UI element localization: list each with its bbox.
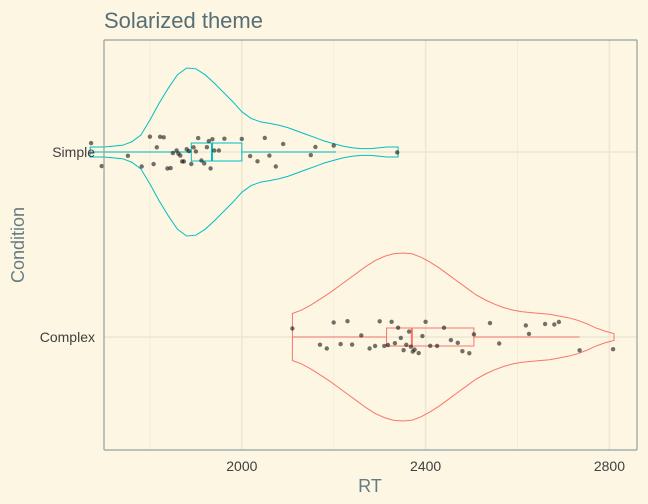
data-point bbox=[273, 164, 278, 169]
data-point bbox=[395, 150, 400, 155]
data-point bbox=[416, 350, 421, 356]
data-point bbox=[281, 141, 286, 147]
data-point bbox=[193, 149, 199, 154]
data-point bbox=[262, 135, 267, 141]
data-point bbox=[181, 159, 187, 164]
data-point bbox=[147, 134, 153, 139]
x-tick-label: 2400 bbox=[410, 458, 441, 474]
data-point bbox=[389, 319, 394, 324]
x-tick-label: 2800 bbox=[594, 458, 625, 474]
data-point bbox=[523, 323, 528, 328]
data-point bbox=[317, 342, 323, 347]
data-point bbox=[189, 161, 194, 167]
data-point bbox=[460, 349, 465, 354]
data-point bbox=[212, 148, 217, 153]
data-point bbox=[382, 343, 387, 349]
data-point bbox=[398, 335, 403, 341]
data-point bbox=[151, 161, 156, 167]
data-point bbox=[401, 348, 406, 353]
data-point bbox=[222, 136, 227, 141]
data-point bbox=[448, 337, 454, 343]
data-point bbox=[157, 134, 163, 139]
data-point bbox=[406, 329, 412, 334]
data-point bbox=[359, 333, 364, 338]
data-point bbox=[174, 148, 179, 153]
x-tick-labels: 2000 2400 2800 bbox=[226, 458, 625, 474]
data-point bbox=[392, 341, 398, 346]
data-point bbox=[552, 322, 557, 327]
data-point bbox=[331, 320, 336, 325]
data-point bbox=[154, 145, 159, 150]
data-point bbox=[196, 135, 201, 141]
data-point bbox=[210, 137, 215, 142]
data-point bbox=[408, 344, 414, 349]
violins bbox=[89, 67, 615, 422]
data-point bbox=[385, 342, 391, 348]
y-tick-labels: Simple Complex bbox=[40, 144, 95, 345]
data-point bbox=[267, 153, 272, 158]
data-point bbox=[577, 348, 582, 353]
x-tick-label: 2000 bbox=[226, 458, 257, 474]
data-point bbox=[420, 333, 425, 339]
data-point bbox=[125, 153, 131, 158]
data-point bbox=[139, 164, 144, 169]
data-point bbox=[178, 153, 183, 158]
data-point bbox=[308, 152, 313, 158]
data-point bbox=[526, 331, 532, 337]
data-point bbox=[404, 342, 409, 347]
y-axis-title: Condition bbox=[8, 207, 28, 283]
data-point bbox=[331, 143, 336, 148]
data-point bbox=[170, 150, 176, 156]
chart-title: Solarized theme bbox=[104, 8, 263, 33]
data-point bbox=[208, 166, 213, 171]
data-point bbox=[165, 166, 170, 171]
data-point bbox=[186, 148, 192, 154]
data-point bbox=[168, 165, 173, 171]
data-point bbox=[455, 340, 460, 345]
violin-simple bbox=[89, 67, 399, 237]
data-point bbox=[412, 347, 417, 352]
data-point bbox=[255, 159, 260, 164]
data-point bbox=[372, 343, 378, 349]
data-point bbox=[542, 321, 548, 327]
data-point bbox=[345, 319, 350, 324]
data-point bbox=[467, 351, 472, 356]
data-point bbox=[423, 319, 428, 324]
data-point bbox=[191, 145, 196, 150]
data-point bbox=[428, 343, 433, 348]
data-point bbox=[338, 341, 343, 347]
data-point bbox=[395, 325, 401, 330]
data-point bbox=[471, 332, 477, 337]
data-point bbox=[324, 346, 329, 351]
data-point bbox=[247, 153, 253, 159]
data-point bbox=[434, 343, 440, 349]
data-point bbox=[88, 140, 94, 146]
data-point bbox=[349, 342, 355, 347]
y-tick-label: Complex bbox=[40, 329, 95, 345]
data-point bbox=[239, 136, 244, 142]
x-axis-title: RT bbox=[358, 476, 382, 496]
data-point bbox=[610, 347, 616, 352]
data-point bbox=[204, 145, 210, 150]
data-point bbox=[206, 138, 211, 144]
data-point bbox=[441, 325, 447, 330]
data-point bbox=[199, 158, 204, 163]
data-point bbox=[161, 135, 166, 140]
box-iqr bbox=[190, 142, 243, 162]
y-tick-label: Simple bbox=[52, 144, 95, 160]
gridlines bbox=[104, 40, 637, 450]
data-point bbox=[313, 144, 318, 150]
data-point bbox=[367, 346, 372, 351]
data-point bbox=[202, 161, 207, 166]
jitter-points bbox=[88, 134, 616, 356]
violin-complex bbox=[291, 252, 615, 422]
data-point bbox=[497, 341, 502, 346]
data-point bbox=[377, 319, 382, 324]
data-point bbox=[487, 320, 493, 326]
data-point bbox=[99, 163, 104, 169]
data-point bbox=[216, 148, 222, 153]
data-point bbox=[556, 319, 562, 325]
data-point bbox=[290, 326, 295, 331]
